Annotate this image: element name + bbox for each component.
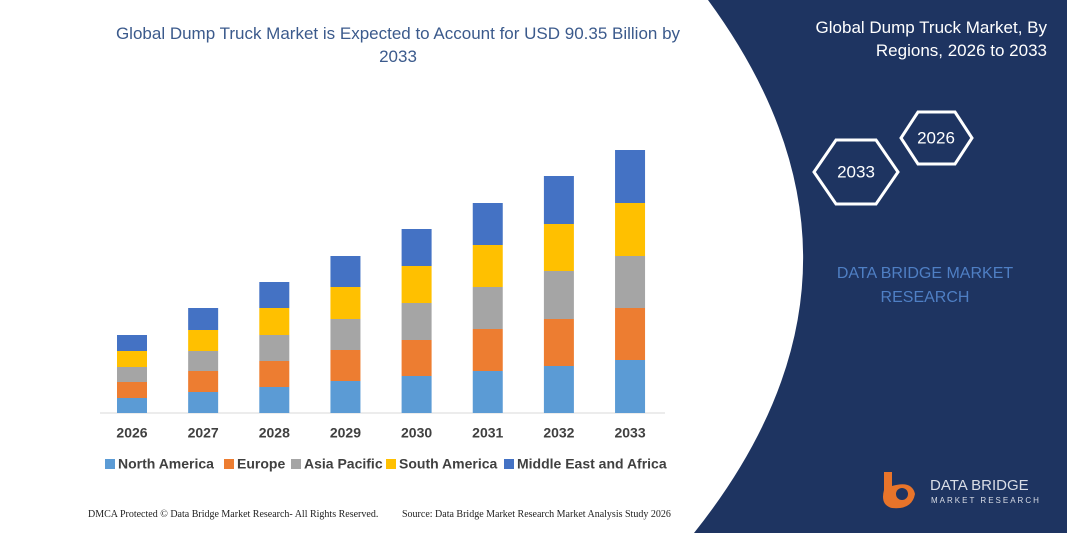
bar-segment	[330, 319, 361, 350]
legend-swatch	[105, 459, 115, 469]
x-tick-label: 2027	[188, 425, 219, 441]
bar-segment	[615, 203, 646, 256]
bar-segment	[615, 150, 646, 203]
legend-label: South America	[399, 456, 497, 472]
panel-title: Global Dump Truck Market, By Regions, 20…	[815, 18, 1047, 60]
bar-segment	[543, 271, 574, 319]
bar-segment	[117, 351, 147, 367]
chart-title: Global Dump Truck Market is Expected to …	[115, 24, 681, 66]
legend-label: North America	[118, 456, 214, 472]
bar-segment	[543, 319, 574, 366]
legend-label: Asia Pacific	[304, 456, 383, 472]
bar-segment	[401, 266, 432, 303]
legend-label: Europe	[237, 456, 285, 472]
bar-segment	[188, 392, 219, 413]
footer-left: DMCA Protected © Data Bridge Market Rese…	[88, 509, 379, 520]
hexagon-label: 2026	[917, 128, 955, 147]
bar-segment	[188, 330, 219, 351]
legend-swatch	[386, 459, 396, 469]
bar-segment	[259, 308, 290, 335]
x-tick-label: 2032	[543, 425, 574, 441]
panel-background	[694, 0, 1067, 533]
bar-segment	[330, 350, 361, 381]
footer-right: Source: Data Bridge Market Research Mark…	[402, 509, 671, 520]
x-tick-label: 2031	[472, 425, 503, 441]
bar-segment	[117, 398, 147, 413]
bar-segment	[615, 308, 646, 360]
bar-segment	[401, 376, 432, 413]
bar-segment	[188, 351, 219, 371]
legend-swatch	[291, 459, 301, 469]
bar-segment	[543, 224, 574, 271]
hexagon-label: 2033	[837, 162, 875, 181]
bar-segment	[330, 381, 361, 413]
brand-text: DATA BRIDGE MARKET RESEARCH	[836, 265, 1014, 306]
x-tick-label: 2028	[259, 425, 290, 441]
bar-segment	[259, 361, 290, 387]
bar-segment	[543, 176, 574, 224]
bar-segment	[330, 287, 361, 319]
bar-segment	[401, 340, 432, 376]
bar-segment	[615, 360, 646, 413]
bar-segment	[472, 203, 503, 245]
x-tick-label: 2030	[401, 425, 432, 441]
bar-segment	[117, 335, 147, 351]
logo-name: DATA BRIDGE	[930, 477, 1029, 494]
bar-segment	[117, 382, 147, 398]
hexagon	[812, 138, 900, 206]
bar-segment	[188, 308, 219, 330]
legend-swatch	[224, 459, 234, 469]
bar-segment	[543, 366, 574, 413]
hexagon	[899, 110, 974, 166]
bar-segment	[330, 256, 361, 287]
legend-label: Middle East and Africa	[517, 456, 667, 472]
bar-segment	[259, 282, 290, 308]
bar-segment	[117, 367, 147, 382]
bar-segment	[259, 335, 290, 361]
bar-segment	[401, 229, 432, 266]
bar-segment	[259, 387, 290, 413]
logo-mark	[896, 488, 908, 500]
bar-segment	[472, 245, 503, 287]
x-tick-label: 2029	[330, 425, 361, 441]
bar-segment	[472, 371, 503, 413]
bar-segment	[615, 256, 646, 308]
bar-segment	[188, 371, 219, 392]
bar-segment	[472, 329, 503, 371]
x-tick-label: 2026	[116, 425, 147, 441]
bar-segment	[401, 303, 432, 340]
bar-segment	[472, 287, 503, 329]
logo-tagline: MARKET RESEARCH	[931, 496, 1041, 505]
legend-swatch	[504, 459, 514, 469]
x-tick-label: 2033	[614, 425, 645, 441]
